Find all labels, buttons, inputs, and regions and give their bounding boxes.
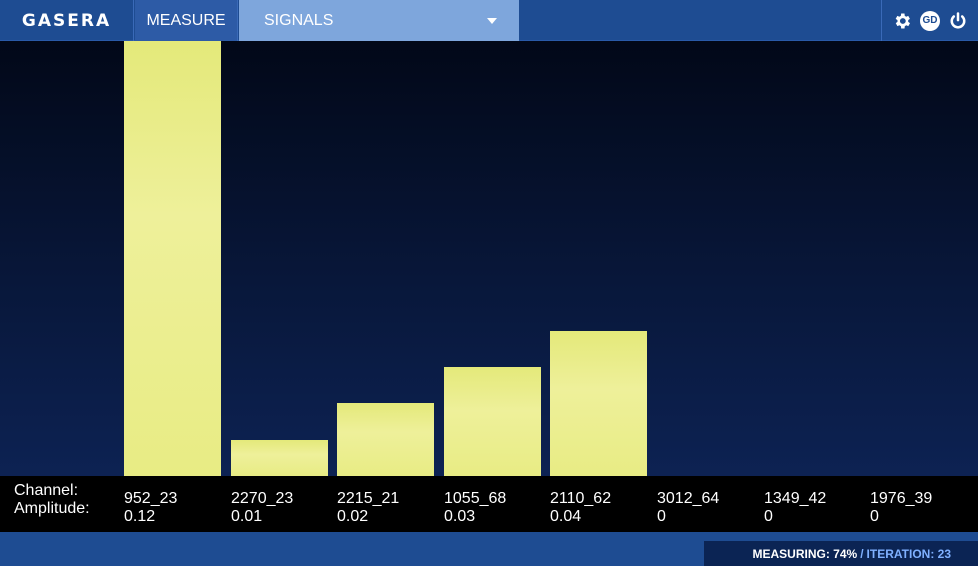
- channel-column: 1349_42 0: [764, 490, 826, 526]
- amplitude-value: 0.03: [444, 508, 476, 525]
- channel-column: 3012_64 0: [657, 490, 719, 526]
- measuring-progress: MEASURING: 74%: [752, 546, 858, 561]
- channel-column: 952_23 0.12: [124, 490, 177, 526]
- amplitude-value: 0.02: [337, 508, 369, 525]
- channel-label: 2215_21: [337, 490, 400, 507]
- channel-column: 2110_62 0.04: [550, 490, 611, 526]
- amplitude-value: 0: [764, 508, 773, 525]
- measurement-status: MEASURING: 74% / ITERATION: 23: [704, 541, 978, 566]
- channel-row-label: Channel:: [14, 482, 79, 499]
- toolbar-icons: GD: [881, 0, 978, 41]
- gear-icon[interactable]: [892, 11, 912, 31]
- channel-column: 2270_23 0.01: [231, 490, 293, 526]
- signals-dropdown[interactable]: SIGNALS: [239, 0, 519, 41]
- channel-label: 3012_64: [657, 490, 720, 507]
- channel-label: 2110_62: [550, 490, 612, 507]
- gasera-logo: GASERA: [0, 0, 134, 41]
- channel-column: 1055_68 0.03: [444, 490, 506, 526]
- iteration-count: ITERATION: 23: [866, 546, 951, 561]
- channel-label: 952_23: [124, 490, 178, 507]
- bar-2270_23: [231, 440, 328, 476]
- amplitude-value: 0.12: [124, 508, 156, 525]
- channel-label: 1055_68: [444, 490, 507, 507]
- channel-column: 1976_39 0: [870, 490, 932, 526]
- channel-amplitude-labels: Channel: Amplitude: 952_23 0.12 2270_23 0.0…: [0, 476, 978, 532]
- bar-2110_62: [550, 331, 647, 476]
- bar-952_23: [124, 41, 221, 476]
- channel-label: 1349_42: [764, 490, 827, 507]
- signals-dropdown-label: SIGNALS: [264, 11, 334, 29]
- bar-2215_21: [337, 403, 434, 476]
- amplitude-value: 0.04: [550, 508, 582, 525]
- gd-icon[interactable]: GD: [920, 10, 940, 31]
- channel-column: 2215_21 0.02: [337, 490, 399, 526]
- top-bar: GASERA MEASURE SIGNALS GD: [0, 0, 978, 41]
- tab-measure[interactable]: MEASURE: [135, 0, 238, 41]
- chevron-down-icon: [487, 18, 497, 24]
- signal-chart: [0, 41, 978, 476]
- status-bar: MEASURING: 74% / ITERATION: 23: [0, 532, 978, 566]
- bar-area: [0, 41, 978, 476]
- channel-label: 1976_39: [870, 490, 933, 507]
- status-separator: /: [860, 546, 864, 561]
- amplitude-row-label: Amplitude:: [14, 500, 90, 517]
- power-icon[interactable]: [948, 11, 968, 31]
- amplitude-value: 0: [870, 508, 879, 525]
- channel-label: 2270_23: [231, 490, 294, 507]
- bar-1055_68: [444, 367, 541, 476]
- amplitude-value: 0: [657, 508, 666, 525]
- amplitude-value: 0.01: [231, 508, 263, 525]
